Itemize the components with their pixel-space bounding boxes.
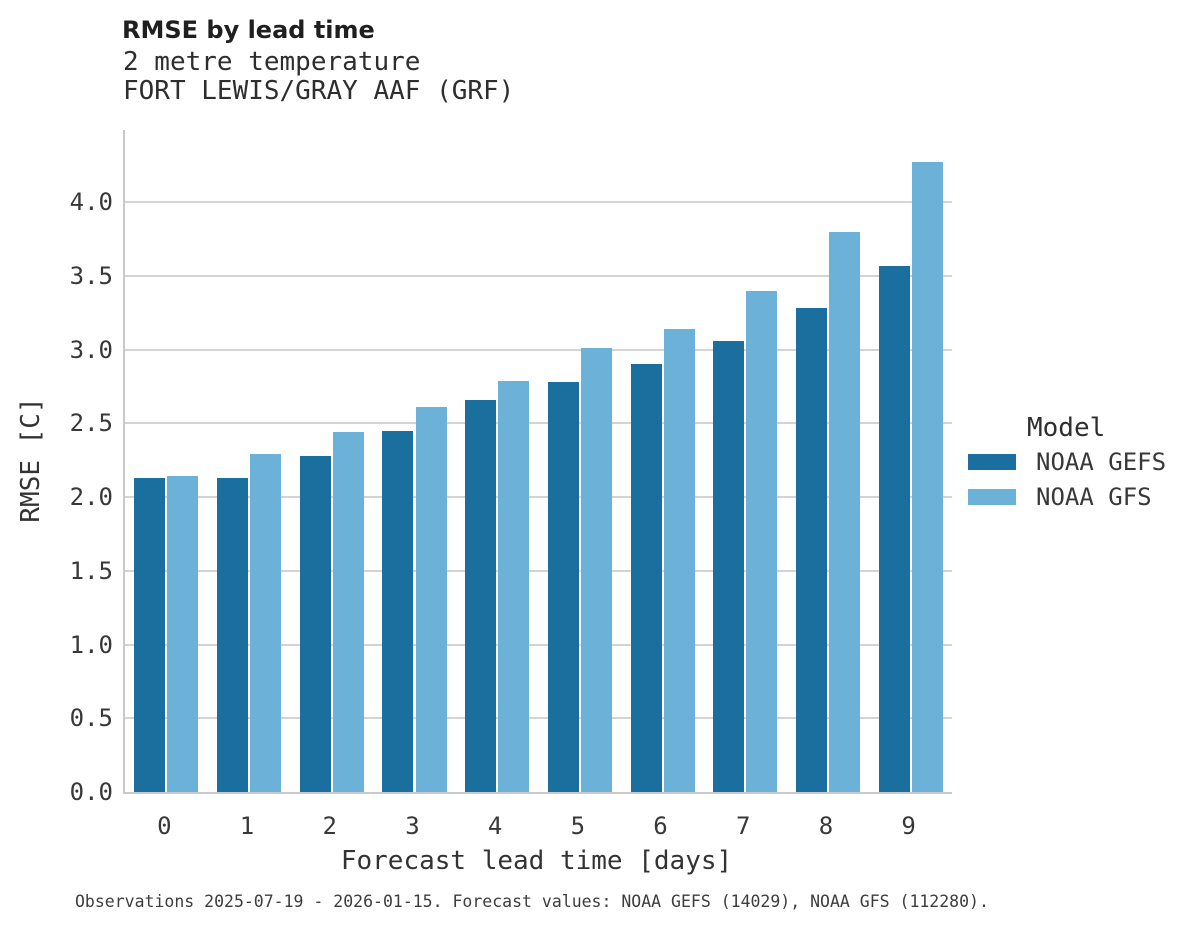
- chart-title: RMSE by lead time: [122, 16, 375, 44]
- bar-noaa-gfs-day-7: [746, 290, 778, 792]
- bar-noaa-gfs-day-4: [498, 380, 530, 792]
- legend-title: Model: [1027, 413, 1106, 443]
- y-tick-label-2.5: 2.5: [69, 409, 113, 438]
- bar-noaa-gefs-day-2: [299, 455, 331, 792]
- bar-noaa-gefs-day-3: [382, 430, 414, 792]
- bar-noaa-gfs-day-3: [415, 407, 447, 792]
- y-tick-label-0.0: 0.0: [69, 778, 113, 806]
- y-tick-label-3.0: 3.0: [69, 335, 113, 364]
- chart-subtitle: 2 metre temperature FORT LEWIS/GRAY AAF …: [123, 48, 514, 106]
- bar-noaa-gfs-day-1: [250, 454, 282, 792]
- bar-noaa-gfs-day-8: [829, 231, 860, 792]
- y-tick-label-2.0: 2.0: [69, 483, 113, 512]
- gridline-2.0: [125, 496, 952, 499]
- x-tick-label-5: 5: [570, 812, 586, 840]
- x-tick-label-8: 8: [818, 812, 834, 840]
- legend-swatch-noaa-gfs-icon: [968, 488, 1016, 505]
- x-tick-label-6: 6: [653, 812, 668, 840]
- bar-noaa-gefs-day-1: [217, 477, 248, 792]
- gridline-3.5: [125, 274, 952, 277]
- y-tick-label-3.5: 3.5: [69, 261, 113, 290]
- bar-noaa-gefs-day-6: [630, 364, 662, 792]
- legend-item-label: NOAA GEFS: [1036, 447, 1167, 476]
- x-tick-label-0: 0: [157, 812, 172, 840]
- y-tick-label-1.5: 1.5: [69, 556, 113, 585]
- bar-noaa-gfs-day-9: [911, 162, 943, 792]
- bar-noaa-gfs-day-0: [167, 476, 199, 792]
- y-tick-label-4.0: 4.0: [69, 188, 113, 217]
- x-tick-label-2: 2: [322, 812, 337, 840]
- y-tick-label-1.0: 1.0: [69, 630, 113, 659]
- caption: Observations 2025-07-19 - 2026-01-15. Fo…: [75, 892, 989, 911]
- bar-noaa-gefs-day-0: [134, 477, 166, 792]
- x-tick-label-4: 4: [487, 812, 503, 840]
- gridline-3.0: [125, 348, 952, 351]
- bar-noaa-gefs-day-4: [465, 399, 497, 792]
- bar-noaa-gefs-day-5: [547, 382, 579, 792]
- legend-item: NOAA GFS: [967, 479, 1166, 514]
- legend-swatch-noaa-gefs-icon: [968, 453, 1016, 470]
- gridline-1.5: [125, 569, 952, 572]
- bar-noaa-gefs-day-9: [878, 265, 910, 792]
- chart-subtitle-line-1: 2 metre temperature: [123, 47, 421, 77]
- legend: Model NOAA GEFS NOAA GFS: [967, 412, 1166, 514]
- x-tick-label-1: 1: [239, 812, 255, 840]
- bar-noaa-gfs-day-6: [663, 329, 695, 792]
- bar-noaa-gfs-day-2: [332, 432, 364, 792]
- x-tick-label-3: 3: [405, 812, 420, 840]
- gridline-4.0: [125, 201, 952, 204]
- chart-subtitle-line-2: FORT LEWIS/GRAY AAF (GRF): [123, 76, 515, 106]
- x-tick-label-7: 7: [736, 812, 751, 840]
- bar-noaa-gefs-day-8: [795, 308, 827, 792]
- y-tick-label-0.5: 0.5: [69, 704, 113, 733]
- plot-area: [123, 130, 952, 794]
- bar-noaa-gefs-day-7: [713, 340, 745, 792]
- gridline-0.5: [125, 717, 952, 720]
- x-tick-label-9: 9: [901, 812, 916, 840]
- gridline-2.5: [125, 422, 952, 425]
- legend-item: NOAA GEFS: [967, 444, 1166, 479]
- gridline-1.0: [125, 643, 952, 646]
- bar-noaa-gfs-day-5: [580, 348, 612, 792]
- legend-item-label: NOAA GFS: [1036, 482, 1152, 511]
- x-axis-title: Forecast lead time [days]: [340, 846, 733, 876]
